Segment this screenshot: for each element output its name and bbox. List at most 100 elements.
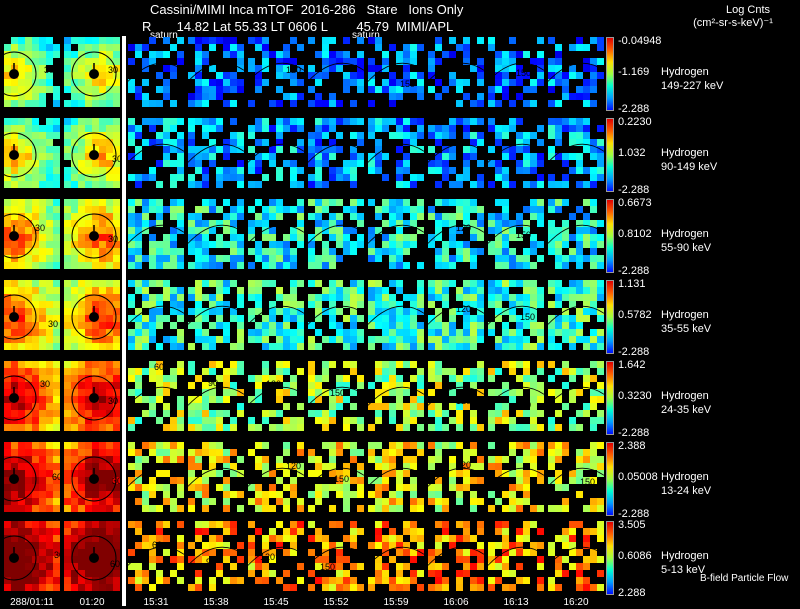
image-panel [247, 199, 305, 269]
image-panel [427, 199, 485, 269]
energy-label: 149-227 keV [661, 80, 724, 92]
contour-label: 60 [52, 472, 62, 482]
image-panel [307, 199, 365, 269]
image-panel [127, 521, 185, 591]
image-panel [0, 361, 60, 431]
contour-label: 150 [520, 312, 535, 322]
contour-label: 150 [400, 79, 415, 89]
contour-label: 30 [108, 234, 118, 244]
image-panel [547, 37, 605, 107]
image-panel [487, 361, 545, 431]
time-label: 16:13 [503, 597, 529, 608]
bfield-legend: B-field Particle Flow [700, 573, 789, 584]
contour-label: 60 [110, 559, 120, 569]
colorbar-min: 2.288 [618, 587, 646, 599]
time-label: 15:52 [323, 597, 349, 608]
colorbar-mid: 0.5782 [618, 309, 652, 321]
colorbar-min: -2.288 [618, 508, 650, 520]
colorbar-max: 2.388 [618, 440, 646, 452]
image-panel [307, 442, 365, 512]
image-panel [247, 280, 305, 350]
image-panel [307, 361, 365, 431]
image-panel [367, 280, 425, 350]
image-panel [367, 361, 425, 431]
image-panel [187, 361, 245, 431]
contour-label: 60 [152, 540, 162, 550]
image-panel [487, 280, 545, 350]
contour-label: 90 [206, 557, 216, 567]
colorbar [606, 118, 614, 192]
image-panel [427, 37, 485, 107]
contour-label: 30 [44, 65, 54, 75]
image-panel [0, 118, 60, 188]
species-label: Hydrogen [661, 471, 709, 483]
image-panel [487, 199, 545, 269]
colorbar-max: 3.505 [618, 519, 646, 531]
colorbar-max: 1.131 [618, 278, 646, 290]
energy-label: 24-35 keV [661, 404, 712, 416]
energy-label: 90-149 keV [661, 161, 718, 173]
contour-label: 150 [320, 562, 335, 572]
image-panel [307, 37, 365, 107]
image-panel [367, 118, 425, 188]
contour-label: 30 [54, 550, 64, 560]
energy-label: 5-13 keV [661, 564, 706, 576]
panel-divider [122, 36, 126, 606]
contour-label: 30 [112, 476, 122, 486]
image-panel [487, 521, 545, 591]
image-panel [64, 521, 120, 591]
colorbar-mid: 1.032 [618, 147, 646, 159]
colorbar [606, 361, 614, 435]
colorbar-mid: 0.8102 [618, 228, 652, 240]
image-panel [0, 521, 60, 591]
saturn-label-right: saturn [352, 30, 380, 41]
energy-label: 35-55 keV [661, 323, 712, 335]
image-panel [427, 521, 485, 591]
image-panel [127, 199, 185, 269]
colorbar [606, 280, 614, 354]
colorbar-mid: -1.169 [618, 66, 650, 78]
image-panel [127, 37, 185, 107]
species-label: Hydrogen [661, 390, 709, 402]
species-label: Hydrogen [661, 147, 709, 159]
image-panel [307, 521, 365, 591]
colorbar-max: 0.2230 [618, 116, 652, 128]
colorbar-min: -2.288 [618, 427, 650, 439]
contour-label: 30 [108, 65, 118, 75]
time-label: 15:38 [203, 597, 229, 608]
units-title: Log Cnts [725, 4, 771, 16]
contour-label: 150 [516, 68, 531, 78]
contour-label: 150 [580, 477, 595, 487]
contour-label: 120 [286, 461, 301, 471]
species-label: Hydrogen [661, 66, 709, 78]
colorbar-max: -0.04948 [618, 35, 662, 47]
contour-label: 90 [208, 378, 218, 388]
image-panel [547, 199, 605, 269]
energy-label: 13-24 keV [661, 485, 712, 497]
image-panel [187, 521, 245, 591]
contour-label: 120 [456, 396, 471, 406]
contour-label: 30 [48, 319, 58, 329]
colorbar-min: -2.288 [618, 184, 650, 196]
image-panel [0, 280, 60, 350]
contour-label: 120 [456, 460, 471, 470]
contour-label: 30 [108, 396, 118, 406]
image-panel [487, 442, 545, 512]
image-panel [64, 442, 120, 512]
image-panel [247, 118, 305, 188]
image-panel [427, 361, 485, 431]
image-panel [307, 118, 365, 188]
image-panel [247, 442, 305, 512]
image-panel [127, 361, 185, 431]
time-label: 288/01:11 [10, 597, 54, 608]
colorbar-max: 0.6673 [618, 197, 652, 209]
time-label: 15:59 [383, 597, 409, 608]
saturn-label-left: saturn [150, 30, 178, 41]
image-panel [0, 37, 60, 107]
image-panel [427, 280, 485, 350]
contour-label: 120 [260, 552, 275, 562]
image-panel [547, 118, 605, 188]
units-subtitle: (cm²-sr-s-keV)⁻¹ [693, 17, 773, 29]
species-label: Hydrogen [661, 550, 709, 562]
image-panel [187, 280, 245, 350]
